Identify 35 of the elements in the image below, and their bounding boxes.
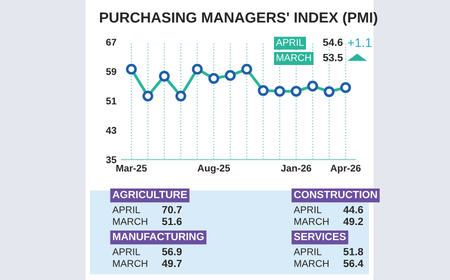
- text: CONSTRUCTION: [294, 190, 377, 198]
- text: 49.7: [162, 260, 182, 268]
- text: AGRICULTURE: [112, 190, 187, 198]
- text: 51.6: [162, 218, 182, 226]
- text: APRIL: [294, 248, 322, 256]
- x-tick-label: Jan-26: [280, 164, 312, 172]
- x-tick-label: Apr-26: [330, 164, 361, 174]
- annotation: +1.1: [348, 38, 372, 47]
- x-tick-label: Mar-25: [116, 164, 147, 172]
- text: MARCH: [113, 260, 148, 267]
- annotation: 53.5: [323, 54, 343, 62]
- y-tick-label: 67: [106, 38, 116, 46]
- text: 49.2: [343, 218, 364, 226]
- text: APRIL: [112, 206, 140, 214]
- y-tick-label: 59: [106, 68, 116, 76]
- chart-title: PURCHASING MANAGERS' INDEX (PMI): [100, 12, 378, 26]
- text: 56.4: [343, 260, 364, 268]
- text: MARCH: [113, 218, 148, 225]
- text: 56.9: [162, 248, 182, 256]
- text: APRIL: [112, 248, 140, 256]
- annotation: APRIL: [276, 39, 304, 46]
- text: MANUFACTURING: [113, 232, 204, 240]
- text: 51.8: [343, 248, 364, 256]
- annotation: MARCH: [276, 54, 311, 62]
- y-tick-label: 35: [106, 156, 116, 164]
- text: SERVICES: [294, 232, 346, 240]
- y-tick-label: 51: [106, 98, 116, 104]
- text: MARCH: [294, 260, 329, 267]
- text: APRIL: [294, 206, 322, 214]
- text: MARCH: [294, 218, 329, 225]
- text: 44.6: [343, 206, 364, 214]
- x-tick-label: Aug-25: [198, 164, 230, 174]
- y-tick-label: 43: [106, 126, 116, 134]
- annotation: 54.6: [323, 38, 343, 46]
- text: 70.7: [162, 206, 182, 214]
